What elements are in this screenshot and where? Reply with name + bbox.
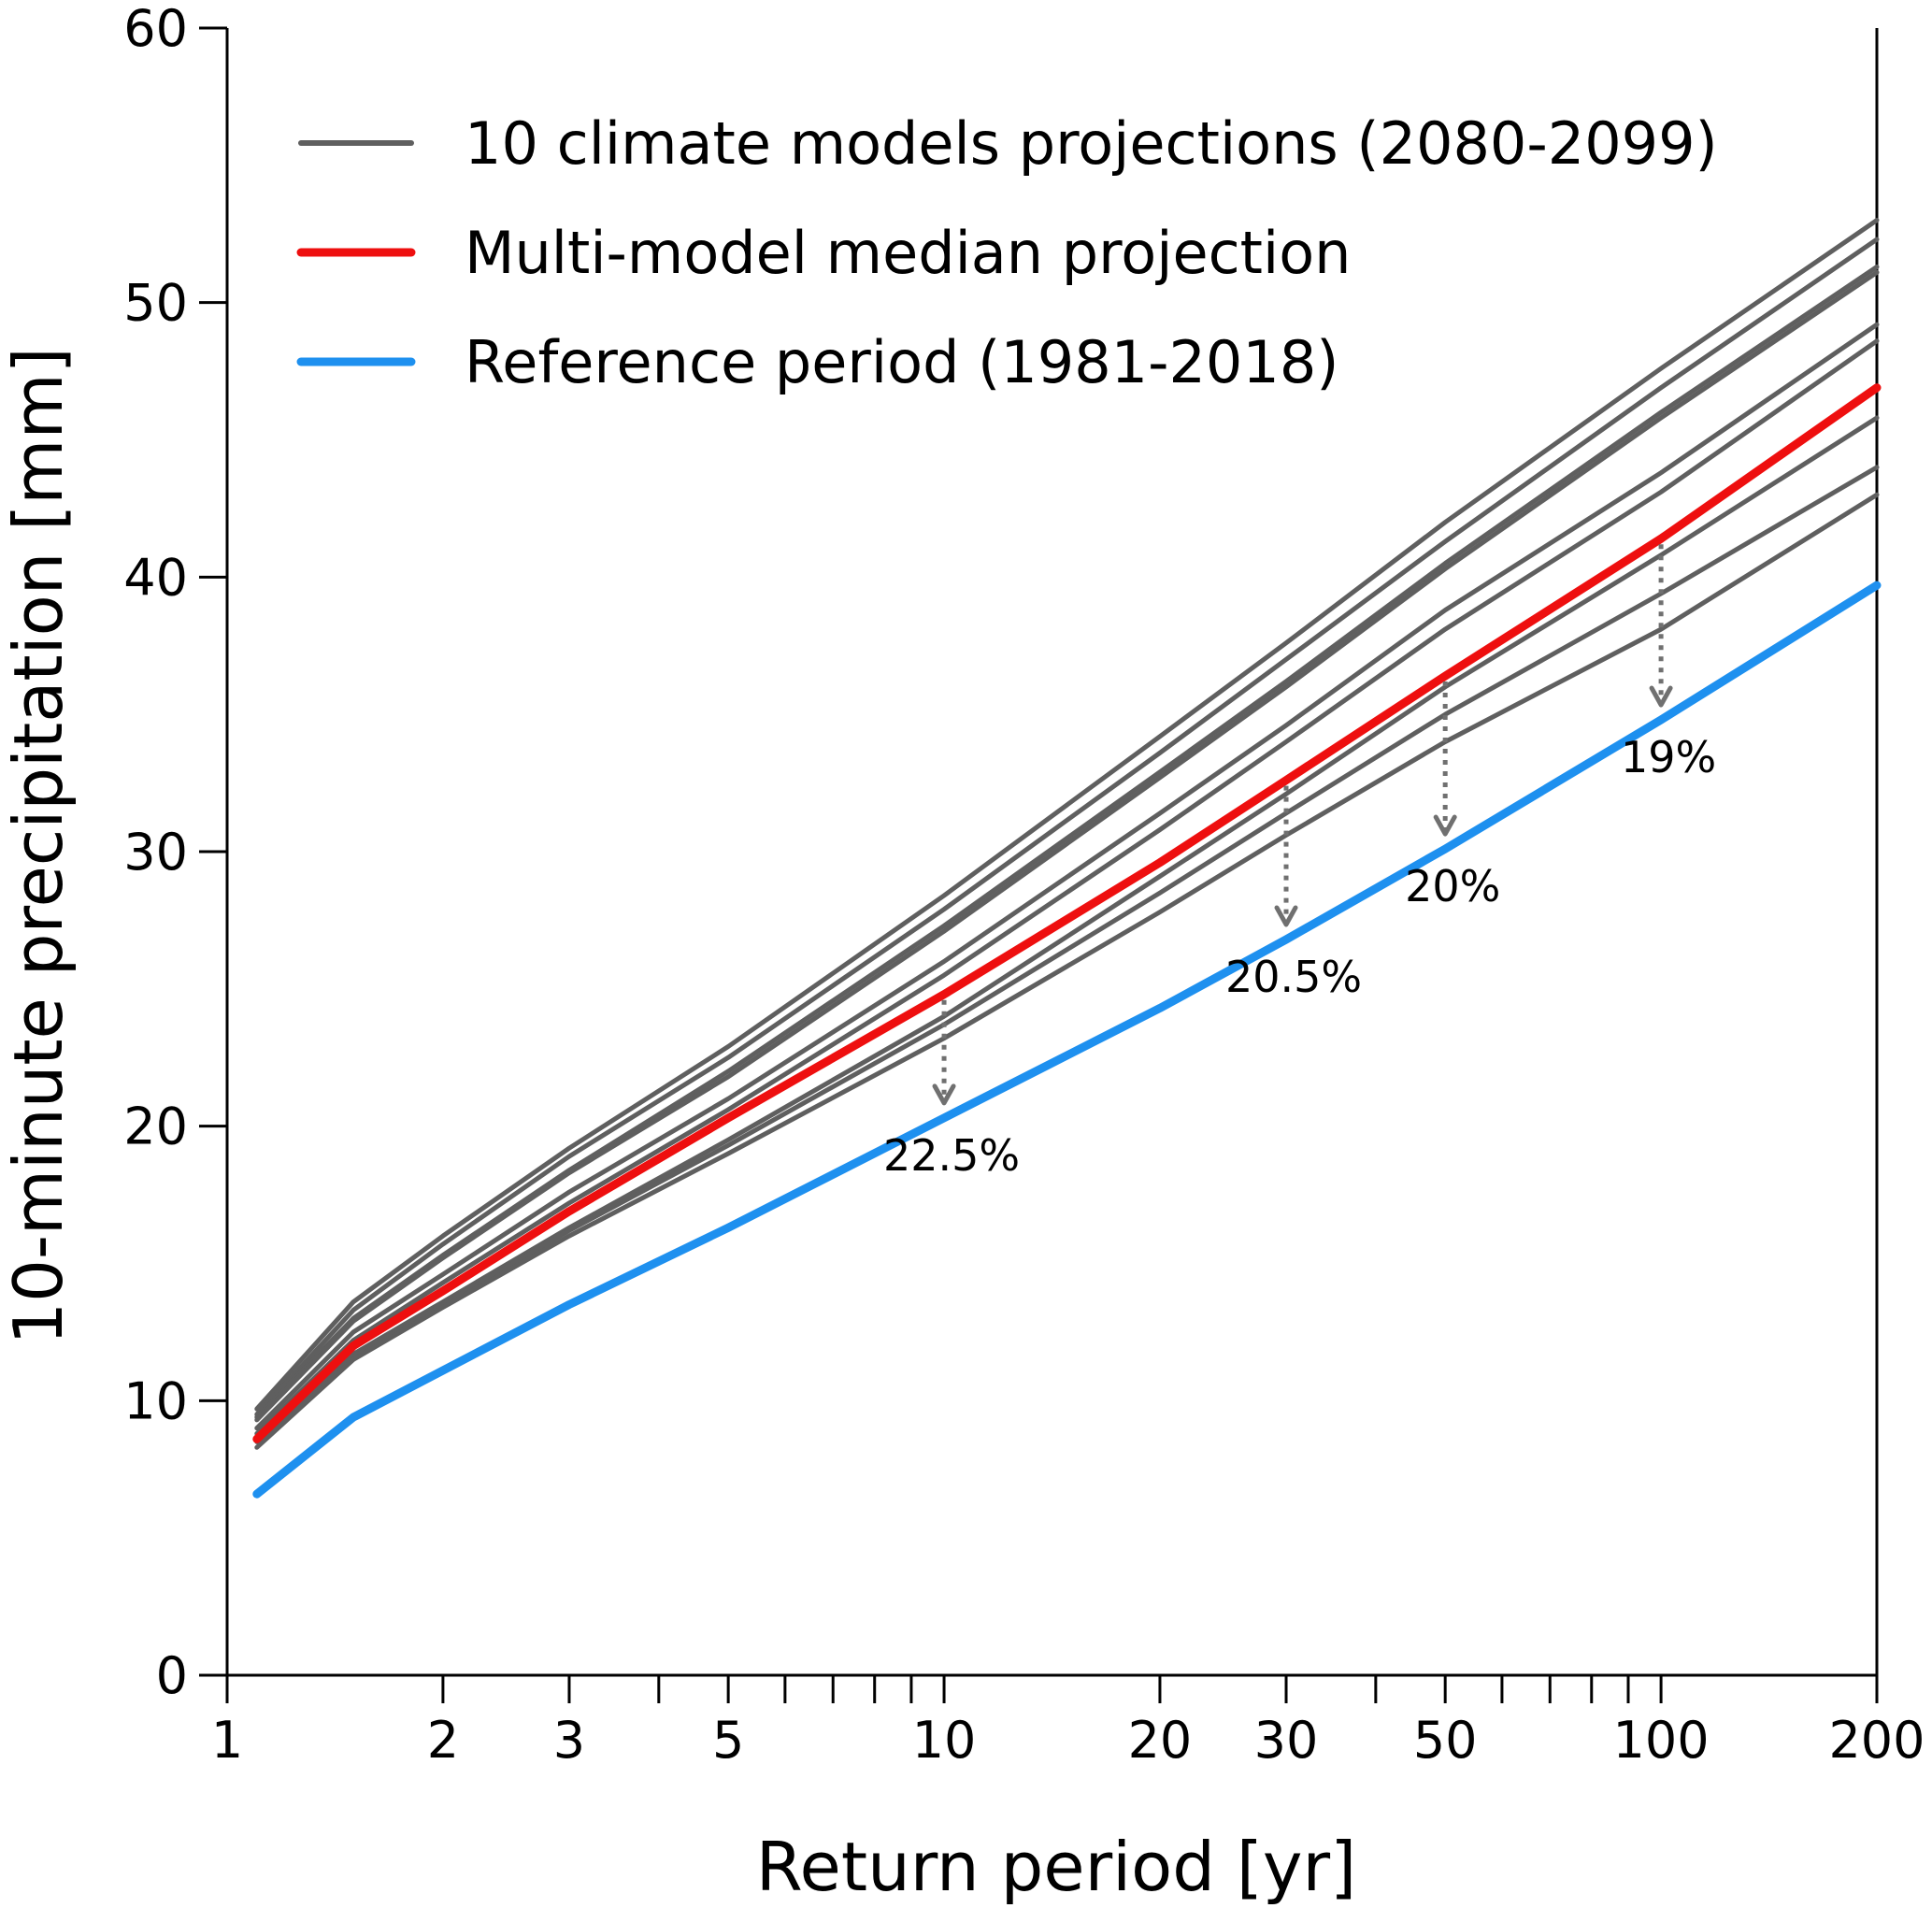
- x-tick-label: 3: [553, 1711, 585, 1770]
- series-layer: [252, 218, 1882, 1499]
- y-tick-label: 10: [123, 1371, 188, 1430]
- change-arrowhead: [932, 1083, 956, 1106]
- legend: 10 climate models projections (2080-2099…: [296, 109, 1718, 396]
- x-tick-label: 1: [211, 1711, 243, 1770]
- y-ticks: 0 10 20 30 40 50 60: [123, 0, 227, 1705]
- change-arrowhead: [1274, 905, 1298, 927]
- x-tick-label: 10: [912, 1711, 977, 1770]
- y-tick-label: 20: [123, 1097, 188, 1156]
- x-axis-title: Return period [yr]: [756, 1828, 1356, 1906]
- model-projection-line: [254, 269, 1880, 1423]
- legend-label: 10 climate models projections (2080-2099…: [465, 109, 1718, 178]
- model-projection-line: [254, 322, 1880, 1431]
- y-axis-title: 10-minute precipitation [mm]: [0, 347, 78, 1344]
- model-projection-line: [254, 338, 1880, 1437]
- model-projection-line: [254, 237, 1880, 1417]
- model-projection-line: [254, 218, 1880, 1412]
- x-tick-label: 200: [1828, 1711, 1925, 1770]
- x-tick-label: 100: [1613, 1711, 1710, 1770]
- change-arrowhead: [1649, 685, 1673, 708]
- x-ticks: 1 2 3 5 10 20 30 50 100 200: [211, 1675, 1925, 1770]
- change-percent-label: 20.5%: [1225, 952, 1362, 1002]
- model-projection-line: [254, 492, 1880, 1450]
- x-tick-label: 20: [1128, 1711, 1193, 1770]
- median-projection-line: [252, 383, 1882, 1443]
- x-tick-label: 2: [427, 1711, 459, 1770]
- x-tick-label: 50: [1413, 1711, 1478, 1770]
- annotation-layer: 22.5% 20.5% 20% 19%: [883, 544, 1716, 1181]
- change-percent-label: 19%: [1621, 732, 1716, 782]
- y-tick-label: 40: [123, 548, 188, 607]
- y-tick-label: 30: [123, 823, 188, 882]
- x-tick-label: 30: [1254, 1711, 1319, 1770]
- x-tick-label: 5: [712, 1711, 744, 1770]
- y-tick-label: 50: [123, 274, 188, 333]
- change-percent-label: 22.5%: [883, 1130, 1020, 1181]
- model-projection-line: [254, 465, 1880, 1444]
- legend-label: Reference period (1981-2018): [465, 328, 1338, 396]
- y-tick-label: 60: [123, 0, 188, 58]
- change-percent-label: 20%: [1405, 861, 1500, 911]
- model-projection-line: [254, 415, 1880, 1442]
- change-arrowhead: [1433, 814, 1457, 837]
- legend-label: Multi-model median projection: [465, 219, 1351, 287]
- reference-period-line: [252, 581, 1882, 1499]
- y-tick-label: 0: [156, 1646, 188, 1705]
